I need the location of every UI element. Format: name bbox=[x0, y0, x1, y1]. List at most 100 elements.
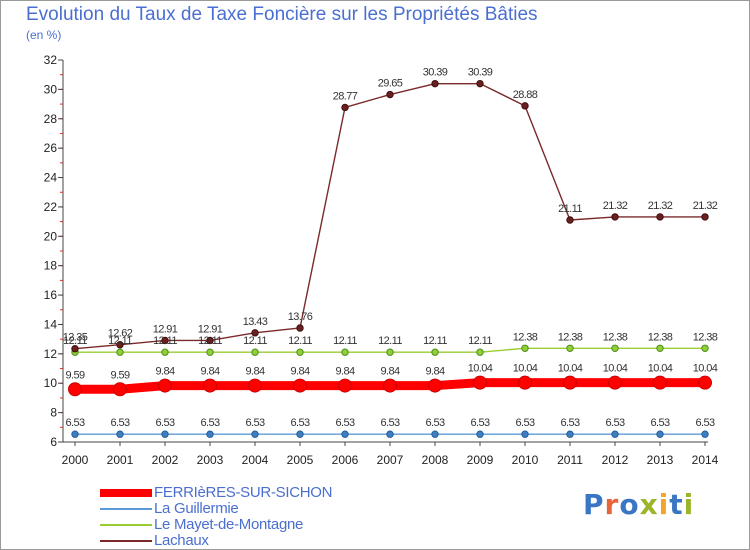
series-3-data-label: 21.32 bbox=[693, 200, 718, 212]
logo-letter: r bbox=[604, 488, 620, 521]
y-tick-label: 6 bbox=[50, 435, 57, 449]
series-0-point[interactable] bbox=[518, 375, 532, 390]
series-0-point[interactable] bbox=[338, 378, 352, 393]
series-3-point[interactable] bbox=[251, 329, 259, 337]
series-0-point[interactable] bbox=[608, 375, 622, 390]
series-0-point[interactable] bbox=[203, 378, 217, 393]
series-0-point[interactable] bbox=[653, 375, 667, 390]
series-3-point[interactable] bbox=[71, 345, 79, 353]
series-2-point[interactable] bbox=[656, 344, 664, 352]
series-3-point[interactable] bbox=[116, 341, 124, 349]
series-0-point[interactable] bbox=[473, 375, 487, 390]
series-2-point[interactable] bbox=[116, 348, 124, 356]
series-2-point[interactable] bbox=[611, 344, 619, 352]
series-1-data-label: 6.53 bbox=[605, 417, 624, 429]
series-1-point[interactable] bbox=[296, 430, 304, 438]
series-3-point[interactable] bbox=[476, 79, 484, 88]
series-2-data-label: 12.11 bbox=[288, 335, 312, 347]
y-tick-label: 8 bbox=[50, 406, 57, 420]
series-1-point[interactable] bbox=[566, 430, 574, 438]
logo-letter: t bbox=[669, 488, 684, 521]
legend-swatch-lachaux bbox=[100, 540, 152, 542]
series-2-point[interactable] bbox=[566, 344, 574, 352]
x-tick-label: 2005 bbox=[287, 453, 314, 467]
series-1-point[interactable] bbox=[476, 430, 484, 438]
series-3-point[interactable] bbox=[566, 216, 574, 224]
series-2-point[interactable] bbox=[431, 348, 439, 356]
series-3 bbox=[71, 79, 709, 353]
series-3-point[interactable] bbox=[341, 103, 349, 112]
x-tick-label: 2008 bbox=[422, 453, 449, 467]
series-2-point[interactable] bbox=[251, 348, 259, 356]
series-2-point[interactable] bbox=[701, 344, 709, 352]
series-3-point[interactable] bbox=[386, 90, 394, 99]
series-1-point[interactable] bbox=[341, 430, 349, 438]
series-0-data-label: 9.59 bbox=[65, 369, 84, 381]
series-layer bbox=[68, 79, 712, 438]
series-1-point[interactable] bbox=[251, 430, 259, 438]
series-1-point[interactable] bbox=[116, 430, 124, 438]
series-3-point[interactable] bbox=[611, 213, 619, 221]
series-3-point[interactable] bbox=[206, 336, 214, 345]
series-1-point[interactable] bbox=[701, 430, 709, 438]
series-2-data-label: 12.38 bbox=[513, 331, 538, 343]
series-3-point[interactable] bbox=[431, 79, 439, 88]
y-tick-label: 18 bbox=[44, 259, 58, 273]
series-1-point[interactable] bbox=[611, 430, 619, 438]
series-2-data-label: 12.38 bbox=[603, 331, 628, 343]
series-2-point[interactable] bbox=[476, 348, 484, 356]
series-1-point[interactable] bbox=[206, 430, 214, 438]
series-1 bbox=[71, 430, 709, 438]
series-0-data-label: 10.04 bbox=[648, 363, 673, 375]
series-3-data-label: 29.65 bbox=[378, 78, 403, 90]
series-2-point[interactable] bbox=[206, 348, 214, 356]
x-tick-label: 2000 bbox=[62, 453, 89, 467]
x-tick-label: 2009 bbox=[467, 453, 494, 467]
series-1-point[interactable] bbox=[386, 430, 394, 438]
series-3-point[interactable] bbox=[296, 324, 304, 332]
series-0-point[interactable] bbox=[68, 382, 82, 397]
series-1-point[interactable] bbox=[431, 430, 439, 438]
series-2-data-label: 12.11 bbox=[243, 335, 267, 347]
series-0-point[interactable] bbox=[428, 378, 442, 393]
data-label-layer: 12.11 12.11 12.11 12.11 12.11 12.11 12.11 12.11… bbox=[63, 67, 719, 430]
series-0-data-label: 9.84 bbox=[200, 366, 219, 378]
series-0-point[interactable] bbox=[563, 375, 577, 390]
series-1-point[interactable] bbox=[71, 430, 79, 438]
series-1-point[interactable] bbox=[521, 430, 529, 438]
series-2-data-label: 12.11 bbox=[333, 335, 357, 347]
series-2-point[interactable] bbox=[341, 348, 349, 356]
proxiti-logo: Proxiti bbox=[583, 488, 694, 521]
series-3-data-label: 30.39 bbox=[468, 67, 493, 79]
series-0-point[interactable] bbox=[113, 382, 127, 397]
series-1-data-label: 6.53 bbox=[290, 417, 309, 429]
series-3-point[interactable] bbox=[521, 102, 529, 110]
series-3-point[interactable] bbox=[701, 213, 709, 221]
series-3-line bbox=[74, 82, 706, 350]
series-0-data-label: 10.04 bbox=[513, 363, 538, 375]
series-0-point[interactable] bbox=[383, 378, 397, 393]
series-0-point[interactable] bbox=[248, 378, 262, 393]
series-2-point[interactable] bbox=[386, 348, 394, 356]
series-2-point[interactable] bbox=[296, 348, 304, 356]
series-1-data-label: 6.53 bbox=[155, 417, 174, 429]
series-3-point[interactable] bbox=[656, 213, 664, 221]
series-3-data-label: 21.32 bbox=[648, 200, 673, 212]
series-0-data-label: 10.04 bbox=[468, 363, 493, 375]
logo-letter: i bbox=[683, 488, 695, 521]
series-2-point[interactable] bbox=[161, 348, 169, 356]
series-0-point[interactable] bbox=[698, 375, 712, 390]
series-1-point[interactable] bbox=[161, 430, 169, 438]
series-0-point[interactable] bbox=[158, 378, 172, 393]
series-3-data-label: 28.88 bbox=[513, 89, 538, 101]
x-tick-label: 2014 bbox=[692, 453, 719, 467]
series-3-point[interactable] bbox=[161, 336, 169, 345]
series-2-data-label: 12.38 bbox=[648, 331, 673, 343]
series-0-point[interactable] bbox=[293, 378, 307, 393]
series-0-data-label: 9.84 bbox=[335, 366, 354, 378]
y-tick-label: 10 bbox=[44, 376, 58, 390]
x-tick-label: 2001 bbox=[107, 453, 134, 467]
series-2-point[interactable] bbox=[521, 344, 529, 352]
axes: 6 8 10 12 14 16 18 20 22 24 26 28 30 32 2000 2001 2002 20… bbox=[44, 53, 719, 467]
series-1-point[interactable] bbox=[656, 430, 664, 438]
